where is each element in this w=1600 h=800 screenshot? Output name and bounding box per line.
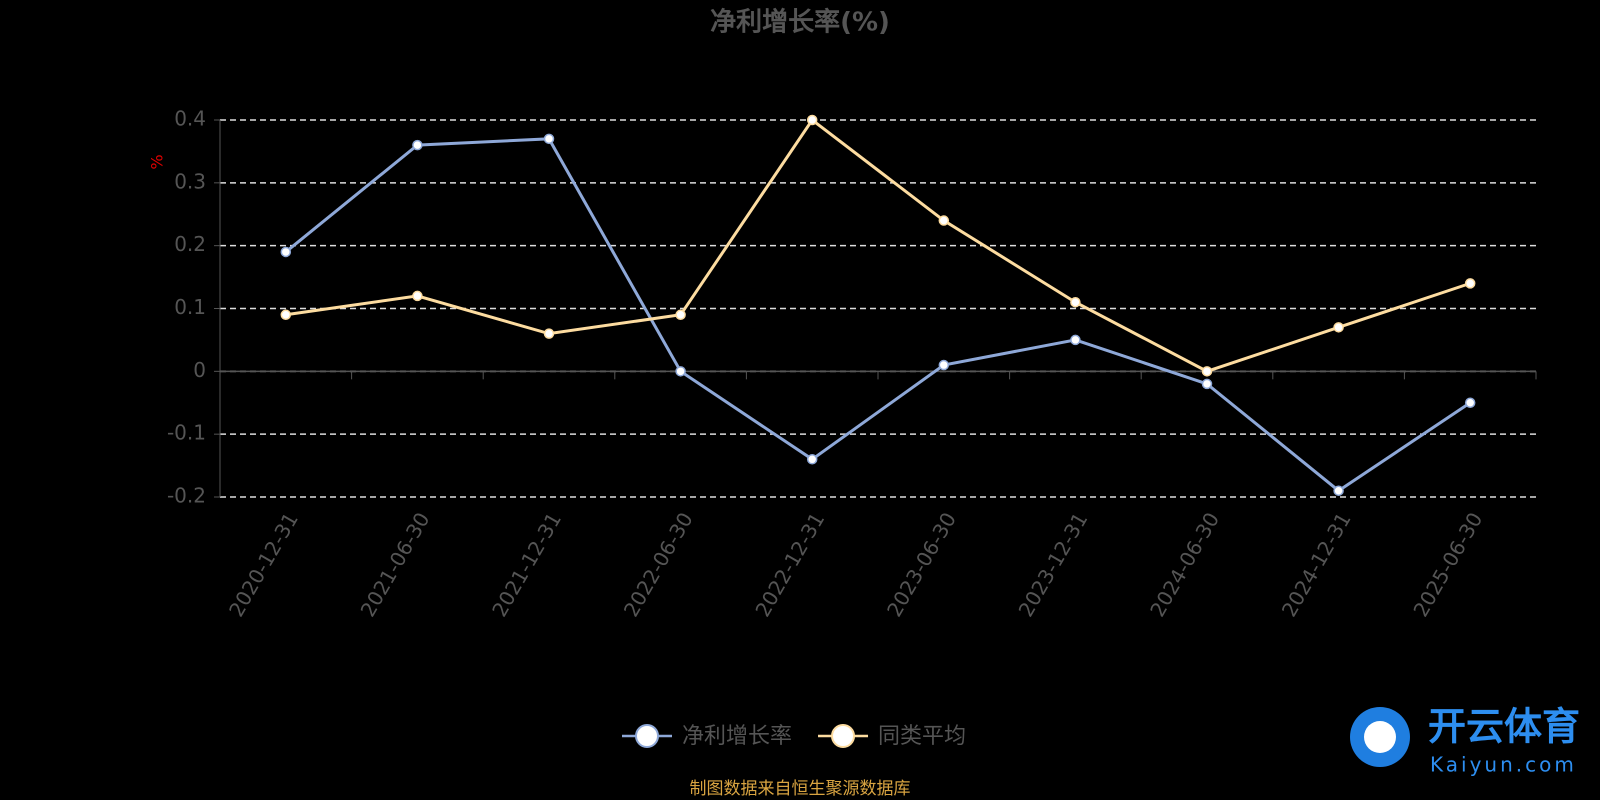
data-point (1464, 397, 1476, 408)
legend-marker (635, 724, 659, 748)
y-tick-label: -0.2 (167, 484, 206, 508)
data-point (806, 114, 818, 126)
data-point (543, 133, 555, 145)
source-note: 制图数据来自恒生聚源数据库 (690, 779, 911, 799)
data-point (1464, 278, 1476, 289)
data-point (1201, 378, 1213, 390)
data-point (280, 309, 292, 321)
logo-ball (1364, 721, 1396, 753)
data-point (1201, 366, 1213, 377)
y-tick-label: 0.1 (174, 295, 206, 319)
y-axis-label: % (148, 154, 167, 169)
chart-title: 净利增长率(%) (710, 7, 890, 38)
data-point (412, 139, 423, 151)
series-line (285, 117, 1471, 373)
data-point (675, 309, 686, 321)
legend-item: 净利增长率 (622, 724, 792, 749)
data-point (938, 215, 950, 226)
y-tick-label: 0.3 (174, 169, 206, 193)
y-tick-label: 0 (193, 358, 206, 382)
y-tick-label: 0.4 (174, 107, 206, 131)
data-point (412, 290, 423, 302)
watermark-brand: 开云体育 (1428, 705, 1580, 749)
legend-item: 同类平均 (818, 724, 966, 749)
series-line (284, 137, 1472, 493)
data-point (1070, 334, 1081, 346)
data-point (938, 359, 950, 371)
watermark: 开云体育 Kaiyun.com (1350, 705, 1580, 777)
data-point (675, 366, 686, 377)
data-point (1333, 485, 1344, 496)
legend-label: 净利增长率 (682, 724, 792, 749)
y-tick-label: -0.1 (167, 421, 206, 445)
data-point (543, 328, 555, 339)
legend-label: 同类平均 (878, 724, 966, 749)
data-point (280, 246, 292, 258)
legend-marker (831, 724, 856, 748)
watermark-url: Kaiyun.com (1430, 753, 1577, 777)
data-point (806, 454, 818, 465)
data-point (1333, 322, 1344, 333)
data-point (1070, 296, 1081, 308)
y-tick-label: 0.2 (174, 232, 206, 256)
